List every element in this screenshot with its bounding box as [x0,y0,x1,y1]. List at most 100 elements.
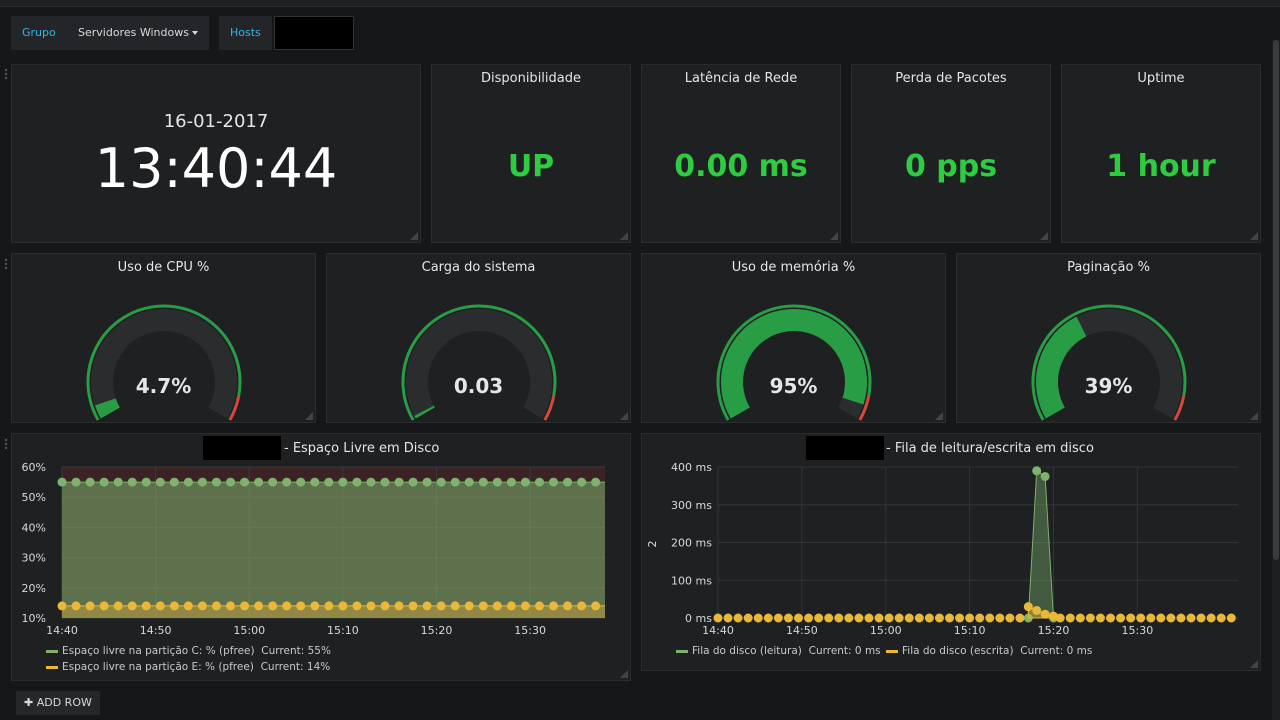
gauge-dial [1031,304,1187,421]
plus-icon: ✚ [24,696,34,709]
series-point [577,477,587,487]
series-point [723,613,733,623]
series-point [197,477,207,487]
series-point [113,601,123,611]
panel-title: Latência de Rede [684,71,798,86]
stat-panel-perda-pacotes: Perda de Pacotes 0 pps [851,64,1051,243]
series-point [1085,613,1095,623]
series-point [549,601,559,611]
scrollbar-thumb[interactable] [1273,40,1279,560]
series-point [183,477,193,487]
resize-icon[interactable] [1040,232,1048,240]
variable-group-dropdown[interactable]: Servidores Windows [67,16,209,50]
series-point [436,477,446,487]
graph-panel-fila-disco: - Fila de leitura/escrita em disco 2 0 ms… [641,433,1261,671]
y-tick-label: 100 ms [671,574,712,587]
series-point [743,613,753,623]
series-point [1176,613,1186,623]
resize-icon[interactable] [620,412,628,420]
resize-icon[interactable] [620,670,628,678]
series-point [924,613,934,623]
series-point [127,601,137,611]
series-point [394,601,404,611]
series-point [1055,613,1065,623]
row-drag-handle-icon[interactable] [4,258,8,270]
x-tick-label: 15:10 [327,624,359,637]
series-point [1166,613,1176,623]
series-point [478,601,488,611]
series-point [824,613,834,623]
gauge-threshold-warn [858,395,871,421]
series-point [85,477,95,487]
variable-group-label: Grupo [11,16,67,50]
series-point [834,613,844,623]
series-point [914,613,924,623]
clock-time: 13:40:44 [94,137,338,200]
legend-swatch [46,649,58,653]
gauge-dial [716,304,872,421]
series-point [254,477,264,487]
series-point [240,477,250,487]
legend-item-e[interactable]: Espaço livre na partição E: % (pfree) Cu… [46,661,330,673]
series-point [955,613,965,623]
x-tick-label: 14:40 [46,624,78,637]
series-point [1206,613,1216,623]
series-point [1095,613,1105,623]
series-point [1136,613,1146,623]
series-point [141,477,151,487]
resize-icon[interactable] [1250,232,1258,240]
redacted-host-name [203,436,281,460]
resize-icon[interactable] [1250,660,1258,668]
series-point [713,613,723,623]
clock-date: 16-01-2017 [163,111,269,132]
series-point [71,601,81,611]
legend-item-c[interactable]: Espaço livre na partição C: % (pfree) Cu… [46,645,331,657]
resize-icon[interactable] [410,232,418,240]
series-point [1106,613,1116,623]
x-tick-label: 14:50 [140,624,172,637]
legend-swatch [886,649,898,653]
gauge-dial [401,304,557,421]
series-point [520,477,530,487]
resize-icon[interactable] [830,232,838,240]
series-point [352,601,362,611]
gauge-value: 0.03 [453,374,504,398]
panel-title: Carga do sistema [421,260,536,275]
gauge-fill [1036,316,1087,419]
series-point [85,601,95,611]
series-point [1116,613,1126,623]
series-point [155,477,165,487]
stat-panel-uptime: Uptime 1 hour [1061,64,1261,243]
series-point [324,477,334,487]
series-point [211,477,221,487]
series-point [874,613,884,623]
stat-value: 1 hour [1106,149,1216,184]
add-row-button[interactable]: ✚ ADD ROW [16,691,100,715]
series-point [211,601,221,611]
series-point [944,613,954,623]
resize-icon[interactable] [620,232,628,240]
series-point [408,601,418,611]
row-drag-handle-icon[interactable] [4,68,8,80]
series-point [380,601,390,611]
gauge-fill [414,405,435,419]
disk-space-chart: 10% 20% 30% 40% 50% 60% 14:40 14:50 15:00 15:10 15… [22,461,605,637]
series-point [506,477,516,487]
series-point [492,601,502,611]
y-tick-label: 60% [22,461,46,474]
stat-panel-disponibilidade: Disponibilidade UP [431,64,631,243]
row-drag-handle-icon[interactable] [4,438,8,450]
legend-item-leitura[interactable]: Fila do disco (leitura) Current: 0 ms [676,645,881,657]
legend-item-escrita[interactable]: Fila do disco (escrita) Current: 0 ms [886,645,1092,657]
series-point [352,477,362,487]
series-point [113,477,123,487]
series-point [296,477,306,487]
x-tick-label: 15:00 [233,624,265,637]
gauge-fill [94,398,120,419]
series-point [563,477,573,487]
resize-icon[interactable] [935,412,943,420]
resize-icon[interactable] [305,412,313,420]
variable-hosts-dropdown[interactable] [274,16,354,50]
resize-icon[interactable] [1250,412,1258,420]
series-point [71,477,81,487]
